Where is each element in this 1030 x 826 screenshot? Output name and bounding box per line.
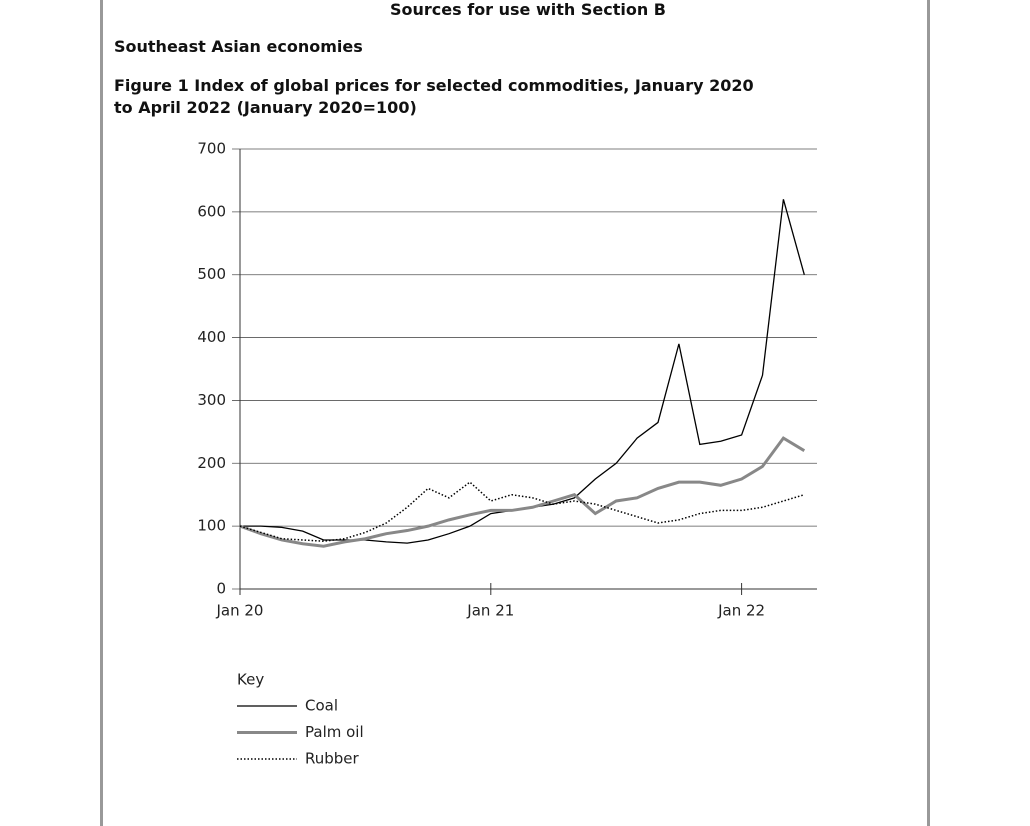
subheading: Southeast Asian economies [114, 37, 363, 56]
legend-label: Rubber [305, 750, 360, 768]
frame-right [927, 0, 930, 826]
series-line [240, 199, 805, 544]
legend-label: Coal [305, 697, 338, 715]
y-tick-label: 200 [197, 454, 226, 472]
y-tick-label: 600 [197, 202, 226, 220]
y-tick-label: 400 [197, 328, 226, 346]
y-tick-label: 0 [216, 580, 226, 598]
legend-title: Key [237, 671, 264, 689]
series-line [239, 481, 805, 542]
frame-left [100, 0, 103, 826]
heading: Sources for use with Section B [390, 0, 666, 19]
chart-title: Figure 1 Index of global prices for sele… [114, 76, 754, 117]
y-tick-label: 100 [197, 517, 226, 535]
series-line [239, 436, 806, 548]
y-tick-label: 300 [197, 391, 226, 409]
y-tick-label: 500 [197, 265, 226, 283]
x-tick-label: Jan 21 [466, 602, 514, 620]
x-tick-label: Jan 22 [717, 602, 765, 620]
x-tick-label: Jan 20 [216, 602, 264, 620]
y-tick-label: 700 [197, 140, 226, 158]
legend-label: Palm oil [305, 723, 364, 741]
